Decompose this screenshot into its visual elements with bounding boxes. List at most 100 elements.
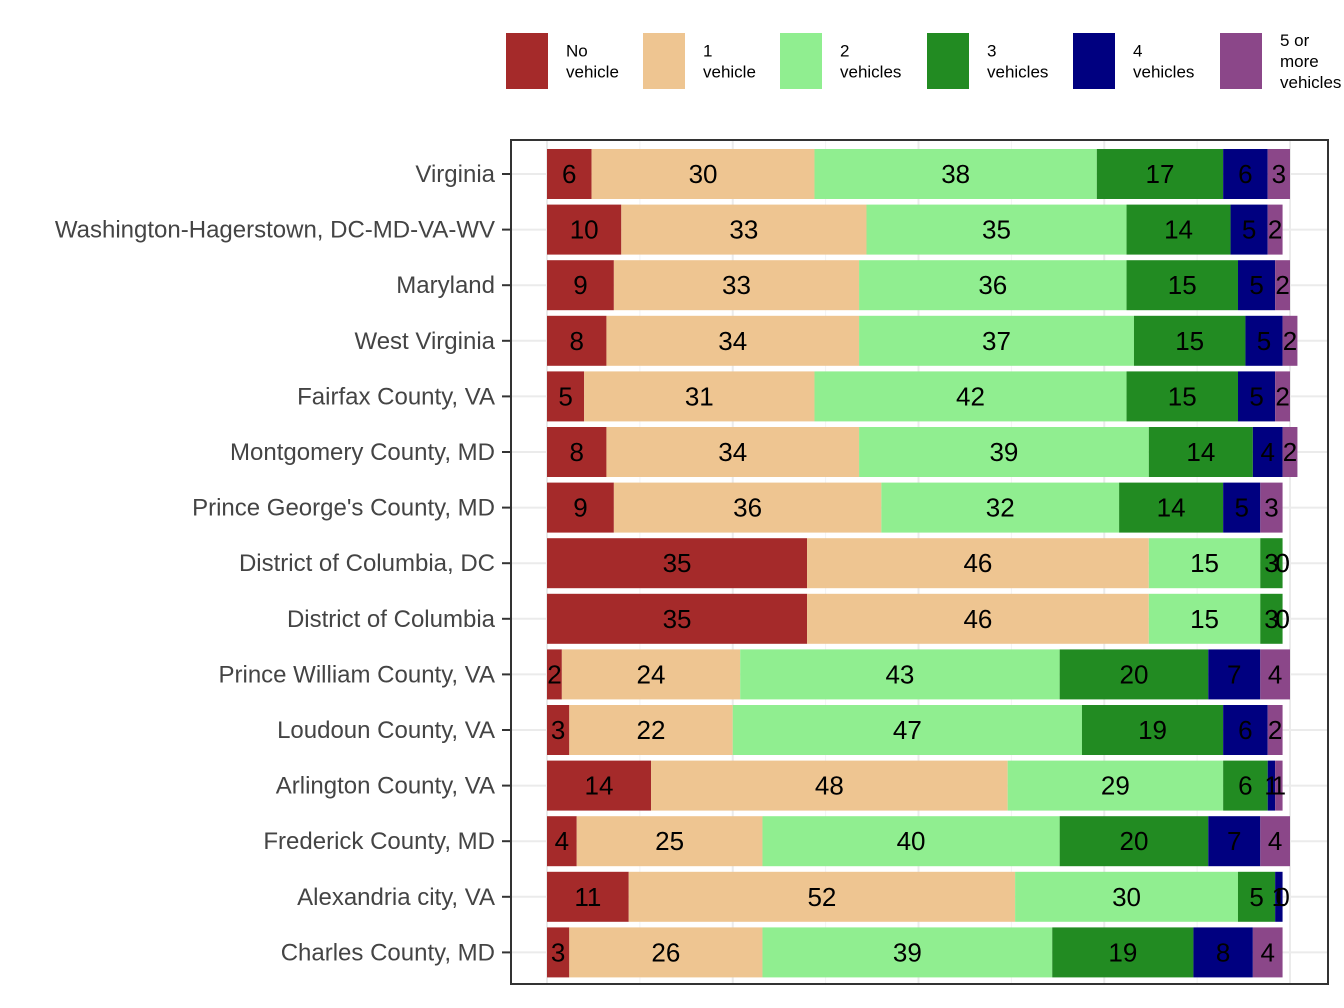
bar-4-vehicles-arlington-county-va [1267, 760, 1276, 811]
data-label-5-or-more-vehicles-prince-george-s-county-md: 3 [1264, 493, 1278, 523]
data-label-3-vehicles-alexandria-city-va: 5 [1249, 882, 1263, 912]
bar-1-vehicle-district-of-columbia [807, 593, 1149, 644]
y-tick-label-fairfax-county-va: Fairfax County, VA [297, 383, 495, 410]
bar-no-vehicle-west-virginia [547, 315, 607, 366]
y-tick-label-prince-william-county-va: Prince William County, VA [218, 661, 495, 688]
bar-1-vehicle-district-of-columbia-dc [807, 538, 1149, 589]
bar-no-vehicle-frederick-county-md [547, 816, 577, 867]
data-label-2-vehicles-prince-george-s-county-md: 32 [986, 493, 1015, 523]
data-label-2-vehicles-west-virginia: 37 [982, 326, 1011, 356]
data-label-2-vehicles-frederick-county-md: 40 [897, 826, 926, 856]
data-label-no-vehicle-montgomery-county-md: 8 [569, 437, 583, 467]
data-label-1-vehicle-virginia: 30 [689, 159, 718, 189]
data-label-3-vehicles-prince-william-county-va: 20 [1120, 659, 1149, 689]
bar-4-vehicles-fairfax-county-va [1237, 371, 1276, 422]
data-label-no-vehicle-alexandria-city-va: 11 [574, 882, 601, 912]
data-label-5-or-more-vehicles-district-of-columbia-dc: 0 [1275, 548, 1289, 578]
bar-2-vehicles-prince-george-s-county-md [881, 482, 1120, 533]
data-label-2-vehicles-district-of-columbia-dc: 15 [1190, 548, 1219, 578]
data-label-3-vehicles-prince-george-s-county-md: 14 [1157, 493, 1186, 523]
y-tick-label-virginia: Virginia [415, 161, 495, 188]
bar-5-or-more-vehicles-washington-hagerstown-dc-md-va-wv [1267, 204, 1283, 255]
bar-4-vehicles-west-virginia [1245, 315, 1283, 366]
data-label-5-or-more-vehicles-frederick-county-md: 4 [1268, 826, 1282, 856]
data-label-1-vehicle-west-virginia: 34 [718, 326, 747, 356]
bar-4-vehicles-prince-george-s-county-md [1223, 482, 1261, 533]
data-label-1-vehicle-prince-william-county-va: 24 [637, 659, 666, 689]
data-label-1-vehicle-maryland: 33 [722, 270, 751, 300]
data-label-2-vehicles-montgomery-county-md: 39 [989, 437, 1018, 467]
data-label-no-vehicle-virginia: 6 [562, 159, 576, 189]
data-label-3-vehicles-fairfax-county-va: 15 [1168, 381, 1197, 411]
bar-no-vehicle-virginia [547, 149, 592, 199]
bar-3-vehicles-charles-county-md [1052, 927, 1194, 978]
bar-1-vehicle-fairfax-county-va [584, 371, 815, 422]
bar-no-vehicle-prince-william-county-va [547, 649, 562, 700]
y-tick-label-charles-county-md: Charles County, MD [281, 939, 495, 966]
data-label-5-or-more-vehicles-virginia: 3 [1272, 159, 1286, 189]
bar-4-vehicles-washington-hagerstown-dc-md-va-wv [1230, 204, 1268, 255]
bar-no-vehicle-loudoun-county-va [547, 705, 570, 755]
legend-swatch-1-vehicle [643, 33, 685, 89]
bar-3-vehicles-arlington-county-va [1223, 760, 1268, 811]
bar-3-vehicles-maryland [1126, 260, 1238, 311]
bar-no-vehicle-district-of-columbia [547, 593, 808, 644]
bar-3-vehicles-west-virginia [1133, 315, 1246, 366]
data-label-no-vehicle-frederick-county-md: 4 [555, 826, 569, 856]
legend-label-2-vehicles: 2 vehicles [840, 42, 901, 82]
bar-3-vehicles-district-of-columbia [1260, 593, 1283, 644]
data-label-3-vehicles-district-of-columbia: 3 [1264, 604, 1278, 634]
data-label-3-vehicles-montgomery-county-md: 14 [1186, 437, 1215, 467]
data-label-3-vehicles-loudoun-county-va: 19 [1138, 715, 1167, 745]
bar-3-vehicles-alexandria-city-va [1237, 871, 1276, 922]
bar-2-vehicles-frederick-county-md [762, 816, 1060, 867]
legend-item-no-vehicle: No vehicle [506, 33, 619, 89]
panel-border [510, 139, 1329, 985]
data-label-4-vehicles-maryland: 5 [1249, 270, 1263, 300]
data-label-4-vehicles-district-of-columbia: 0 [1275, 604, 1289, 634]
data-label-3-vehicles-west-virginia: 15 [1175, 326, 1204, 356]
legend-swatch-no-vehicle [506, 33, 548, 89]
bar-1-vehicle-alexandria-city-va [628, 871, 1016, 922]
data-label-no-vehicle-district-of-columbia: 35 [663, 604, 692, 634]
y-tick-label-district-of-columbia: District of Columbia [287, 606, 496, 633]
bar-2-vehicles-charles-county-md [762, 927, 1053, 978]
data-label-4-vehicles-charles-county-md: 8 [1216, 937, 1230, 967]
data-label-2-vehicles-charles-county-md: 39 [893, 937, 922, 967]
data-label-1-vehicle-frederick-county-md: 25 [655, 826, 684, 856]
bar-4-vehicles-charles-county-md [1193, 927, 1253, 978]
data-label-2-vehicles-maryland: 36 [978, 270, 1007, 300]
bar-2-vehicles-alexandria-city-va [1015, 871, 1238, 922]
y-tick-label-montgomery-county-md: Montgomery County, MD [230, 439, 495, 466]
data-label-4-vehicles-loudoun-county-va: 6 [1238, 715, 1252, 745]
data-label-4-vehicles-arlington-county-va: 1 [1264, 771, 1278, 801]
data-label-4-vehicles-fairfax-county-va: 5 [1249, 381, 1263, 411]
data-label-no-vehicle-maryland: 9 [573, 270, 587, 300]
data-label-3-vehicles-arlington-county-va: 6 [1238, 771, 1252, 801]
bar-no-vehicle-fairfax-county-va [547, 371, 585, 422]
y-tick-label-prince-george-s-county-md: Prince George's County, MD [192, 495, 495, 522]
bar-1-vehicle-prince-george-s-county-md [613, 482, 882, 533]
data-label-3-vehicles-maryland: 15 [1168, 270, 1197, 300]
data-label-no-vehicle-district-of-columbia-dc: 35 [663, 548, 692, 578]
data-label-4-vehicles-virginia: 6 [1238, 159, 1252, 189]
plot-panel: 6 30 38 17 6 310 33 35 14 5 29 33 36 15 5 28 34 37 15 5 25 31… [510, 139, 1329, 985]
bar-3-vehicles-fairfax-county-va [1126, 371, 1238, 422]
data-label-no-vehicle-prince-william-county-va: 2 [547, 659, 561, 689]
bar-2-vehicles-arlington-county-va [1007, 760, 1224, 811]
data-label-5-or-more-vehicles-loudoun-county-va: 2 [1268, 715, 1282, 745]
data-label-1-vehicle-washington-hagerstown-dc-md-va-wv: 33 [729, 215, 758, 245]
data-label-4-vehicles-prince-george-s-county-md: 5 [1234, 493, 1248, 523]
bar-1-vehicle-charles-county-md [569, 927, 763, 978]
data-label-1-vehicle-fairfax-county-va: 31 [685, 381, 714, 411]
data-label-3-vehicles-charles-county-md: 19 [1108, 937, 1137, 967]
bar-labels: 6 30 38 17 6 310 33 35 14 5 29 33 36 15 5 28 34 37 15 5 25 31… [547, 159, 1297, 967]
bar-no-vehicle-montgomery-county-md [547, 427, 607, 477]
bar-2-vehicles-virginia [814, 149, 1097, 199]
data-label-5-or-more-vehicles-west-virginia: 2 [1283, 326, 1297, 356]
bar-4-vehicles-loudoun-county-va [1223, 705, 1268, 755]
data-label-3-vehicles-washington-hagerstown-dc-md-va-wv: 14 [1164, 215, 1193, 245]
bar-2-vehicles-west-virginia [859, 315, 1134, 366]
legend-item-5-or-more-vehicles: 5 or more vehicles [1220, 31, 1341, 92]
